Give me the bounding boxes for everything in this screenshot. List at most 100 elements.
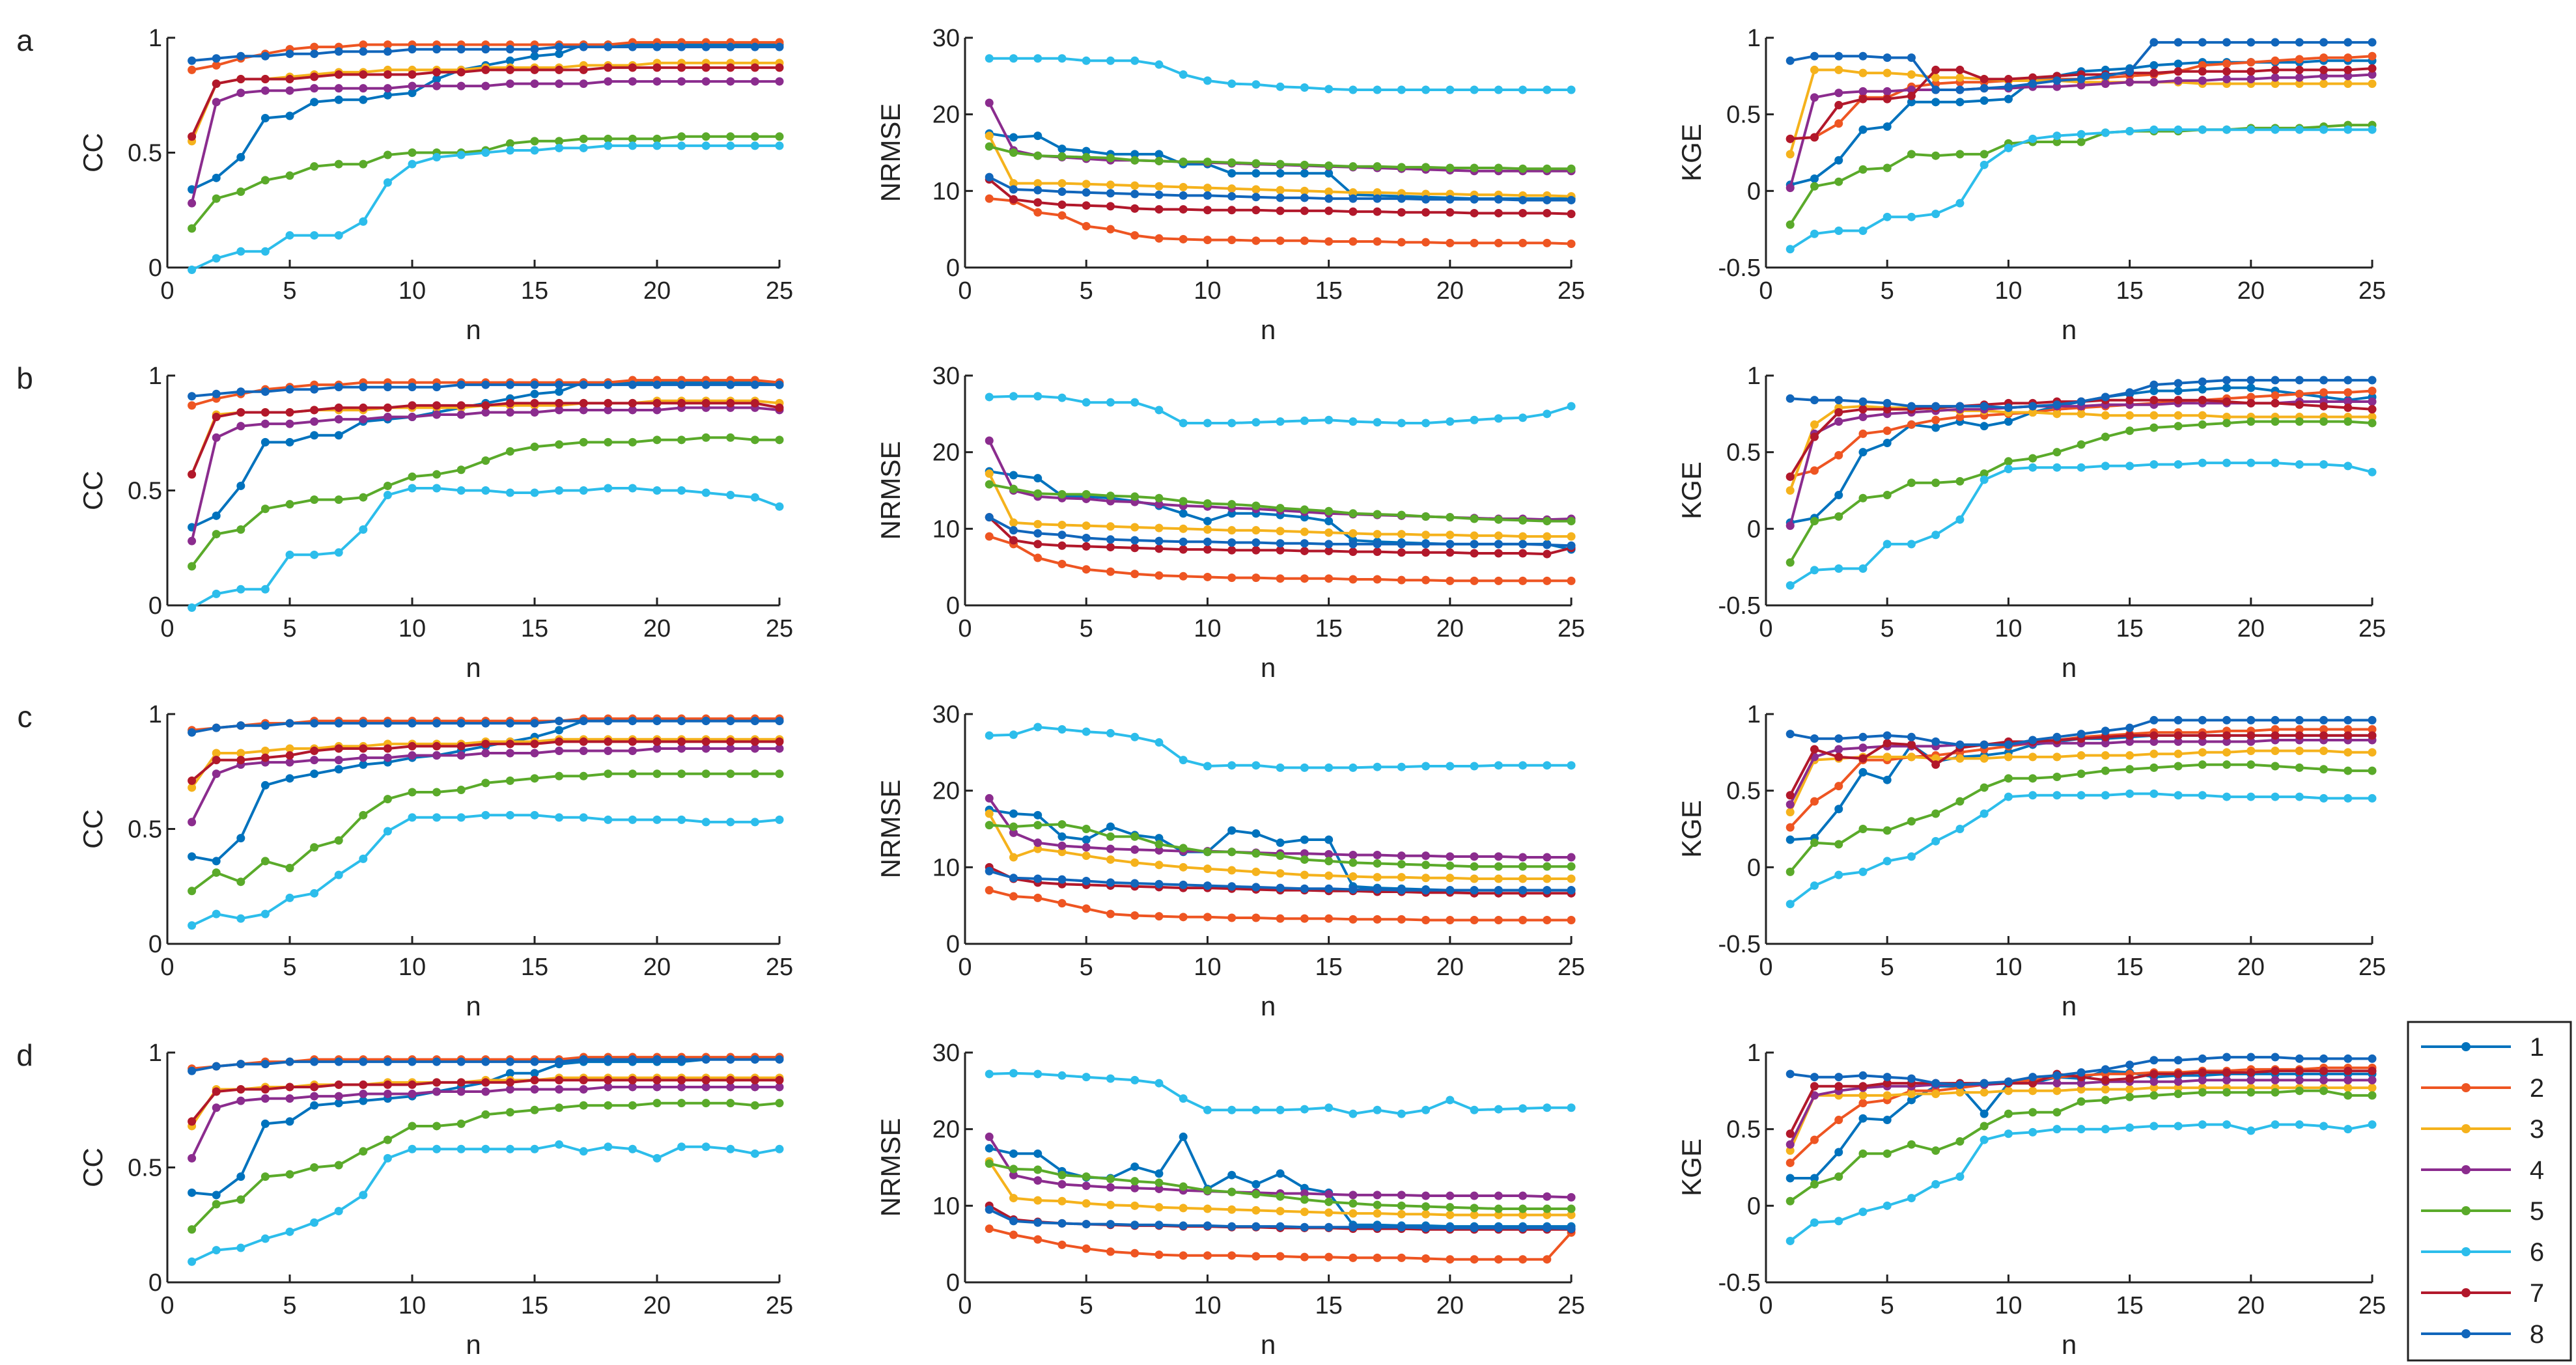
data-point — [2174, 379, 2183, 388]
data-point — [555, 440, 564, 449]
data-point — [1155, 1178, 1164, 1187]
x-axis-label: n — [2062, 991, 2077, 1021]
y-axis-label: NRMSE — [875, 780, 906, 879]
data-point — [2368, 731, 2377, 740]
data-point — [1130, 1162, 1140, 1171]
data-point — [1494, 414, 1503, 423]
x-tick-label: 15 — [1315, 1292, 1342, 1319]
data-point — [334, 159, 343, 169]
data-point — [2101, 726, 2110, 736]
data-point — [1519, 576, 1528, 585]
data-point — [726, 717, 735, 726]
data-point — [2271, 65, 2280, 74]
data-point — [310, 719, 319, 728]
data-point — [285, 751, 294, 760]
data-point — [1252, 573, 1261, 583]
data-point — [1082, 1073, 1091, 1082]
data-point — [1470, 576, 1479, 585]
data-point — [1980, 740, 1989, 749]
data-point — [1349, 1199, 1358, 1208]
data-point — [1858, 1099, 1868, 1108]
data-point — [1785, 558, 1795, 567]
data-point — [1519, 238, 1528, 247]
data-point — [1324, 871, 1334, 880]
data-point — [1858, 1091, 1868, 1100]
data-point — [1373, 547, 1382, 557]
data-point — [530, 774, 539, 783]
data-point — [1810, 745, 1819, 754]
row-label-b: b — [16, 361, 33, 395]
data-point — [334, 1207, 343, 1216]
data-point — [2052, 448, 2062, 457]
data-point — [1324, 506, 1334, 516]
data-point — [2271, 458, 2280, 467]
data-point — [1057, 179, 1067, 188]
data-point — [1082, 877, 1091, 886]
data-point — [285, 1170, 294, 1179]
data-point — [1931, 402, 1940, 411]
data-point — [726, 744, 735, 753]
y-axis-label: CC — [77, 1148, 108, 1187]
data-point — [432, 1122, 441, 1131]
data-point — [2077, 397, 2086, 406]
data-point — [1155, 1203, 1164, 1212]
data-point — [579, 134, 588, 143]
data-point — [1203, 848, 1212, 857]
data-point — [2344, 38, 2353, 47]
data-point — [481, 401, 490, 410]
data-point — [1858, 94, 1868, 103]
data-point — [481, 1057, 490, 1066]
data-point — [383, 1080, 392, 1089]
data-point — [1009, 518, 1018, 527]
data-point — [1470, 195, 1479, 204]
x-tick-label: 5 — [1080, 954, 1093, 981]
data-point — [408, 89, 417, 98]
data-point — [750, 493, 759, 502]
data-point — [383, 40, 392, 49]
data-point — [1276, 838, 1285, 848]
data-point — [985, 469, 994, 478]
data-point — [2174, 715, 2183, 724]
data-point — [1373, 1191, 1382, 1200]
data-point — [1106, 189, 1115, 198]
data-point — [628, 1144, 637, 1153]
data-point — [750, 744, 759, 753]
x-tick-label: 10 — [399, 954, 426, 981]
data-point — [775, 435, 784, 445]
data-point — [1785, 808, 1795, 817]
data-point — [481, 739, 490, 749]
data-point — [2077, 1079, 2086, 1088]
data-point — [1227, 526, 1237, 535]
data-point — [1324, 85, 1334, 94]
data-point — [1810, 65, 1819, 74]
data-point — [530, 810, 539, 820]
data-point — [2247, 383, 2256, 393]
data-point — [1470, 531, 1479, 540]
data-point — [2222, 1120, 2232, 1129]
data-point — [1324, 1252, 1334, 1262]
data-point — [505, 56, 514, 65]
data-point — [1907, 420, 1916, 429]
data-point — [2222, 419, 2232, 428]
data-point — [1785, 1196, 1795, 1206]
data-point — [236, 247, 245, 256]
data-point — [2198, 1054, 2207, 1063]
data-point — [1155, 738, 1164, 747]
data-point — [2198, 1068, 2207, 1077]
data-point — [2174, 422, 2183, 431]
data-point — [530, 739, 539, 749]
data-point — [1567, 1204, 1576, 1213]
data-point — [1397, 540, 1406, 549]
x-tick-label: 20 — [643, 954, 671, 981]
data-point — [1785, 835, 1795, 844]
data-point — [2028, 1073, 2037, 1082]
data-point — [2271, 1075, 2280, 1084]
data-point — [505, 776, 514, 785]
data-point — [1519, 1204, 1528, 1213]
data-point — [2101, 432, 2110, 441]
x-tick-label: 0 — [1759, 277, 1772, 305]
data-point — [236, 75, 245, 84]
data-point — [1567, 576, 1576, 585]
data-point — [1494, 576, 1503, 585]
